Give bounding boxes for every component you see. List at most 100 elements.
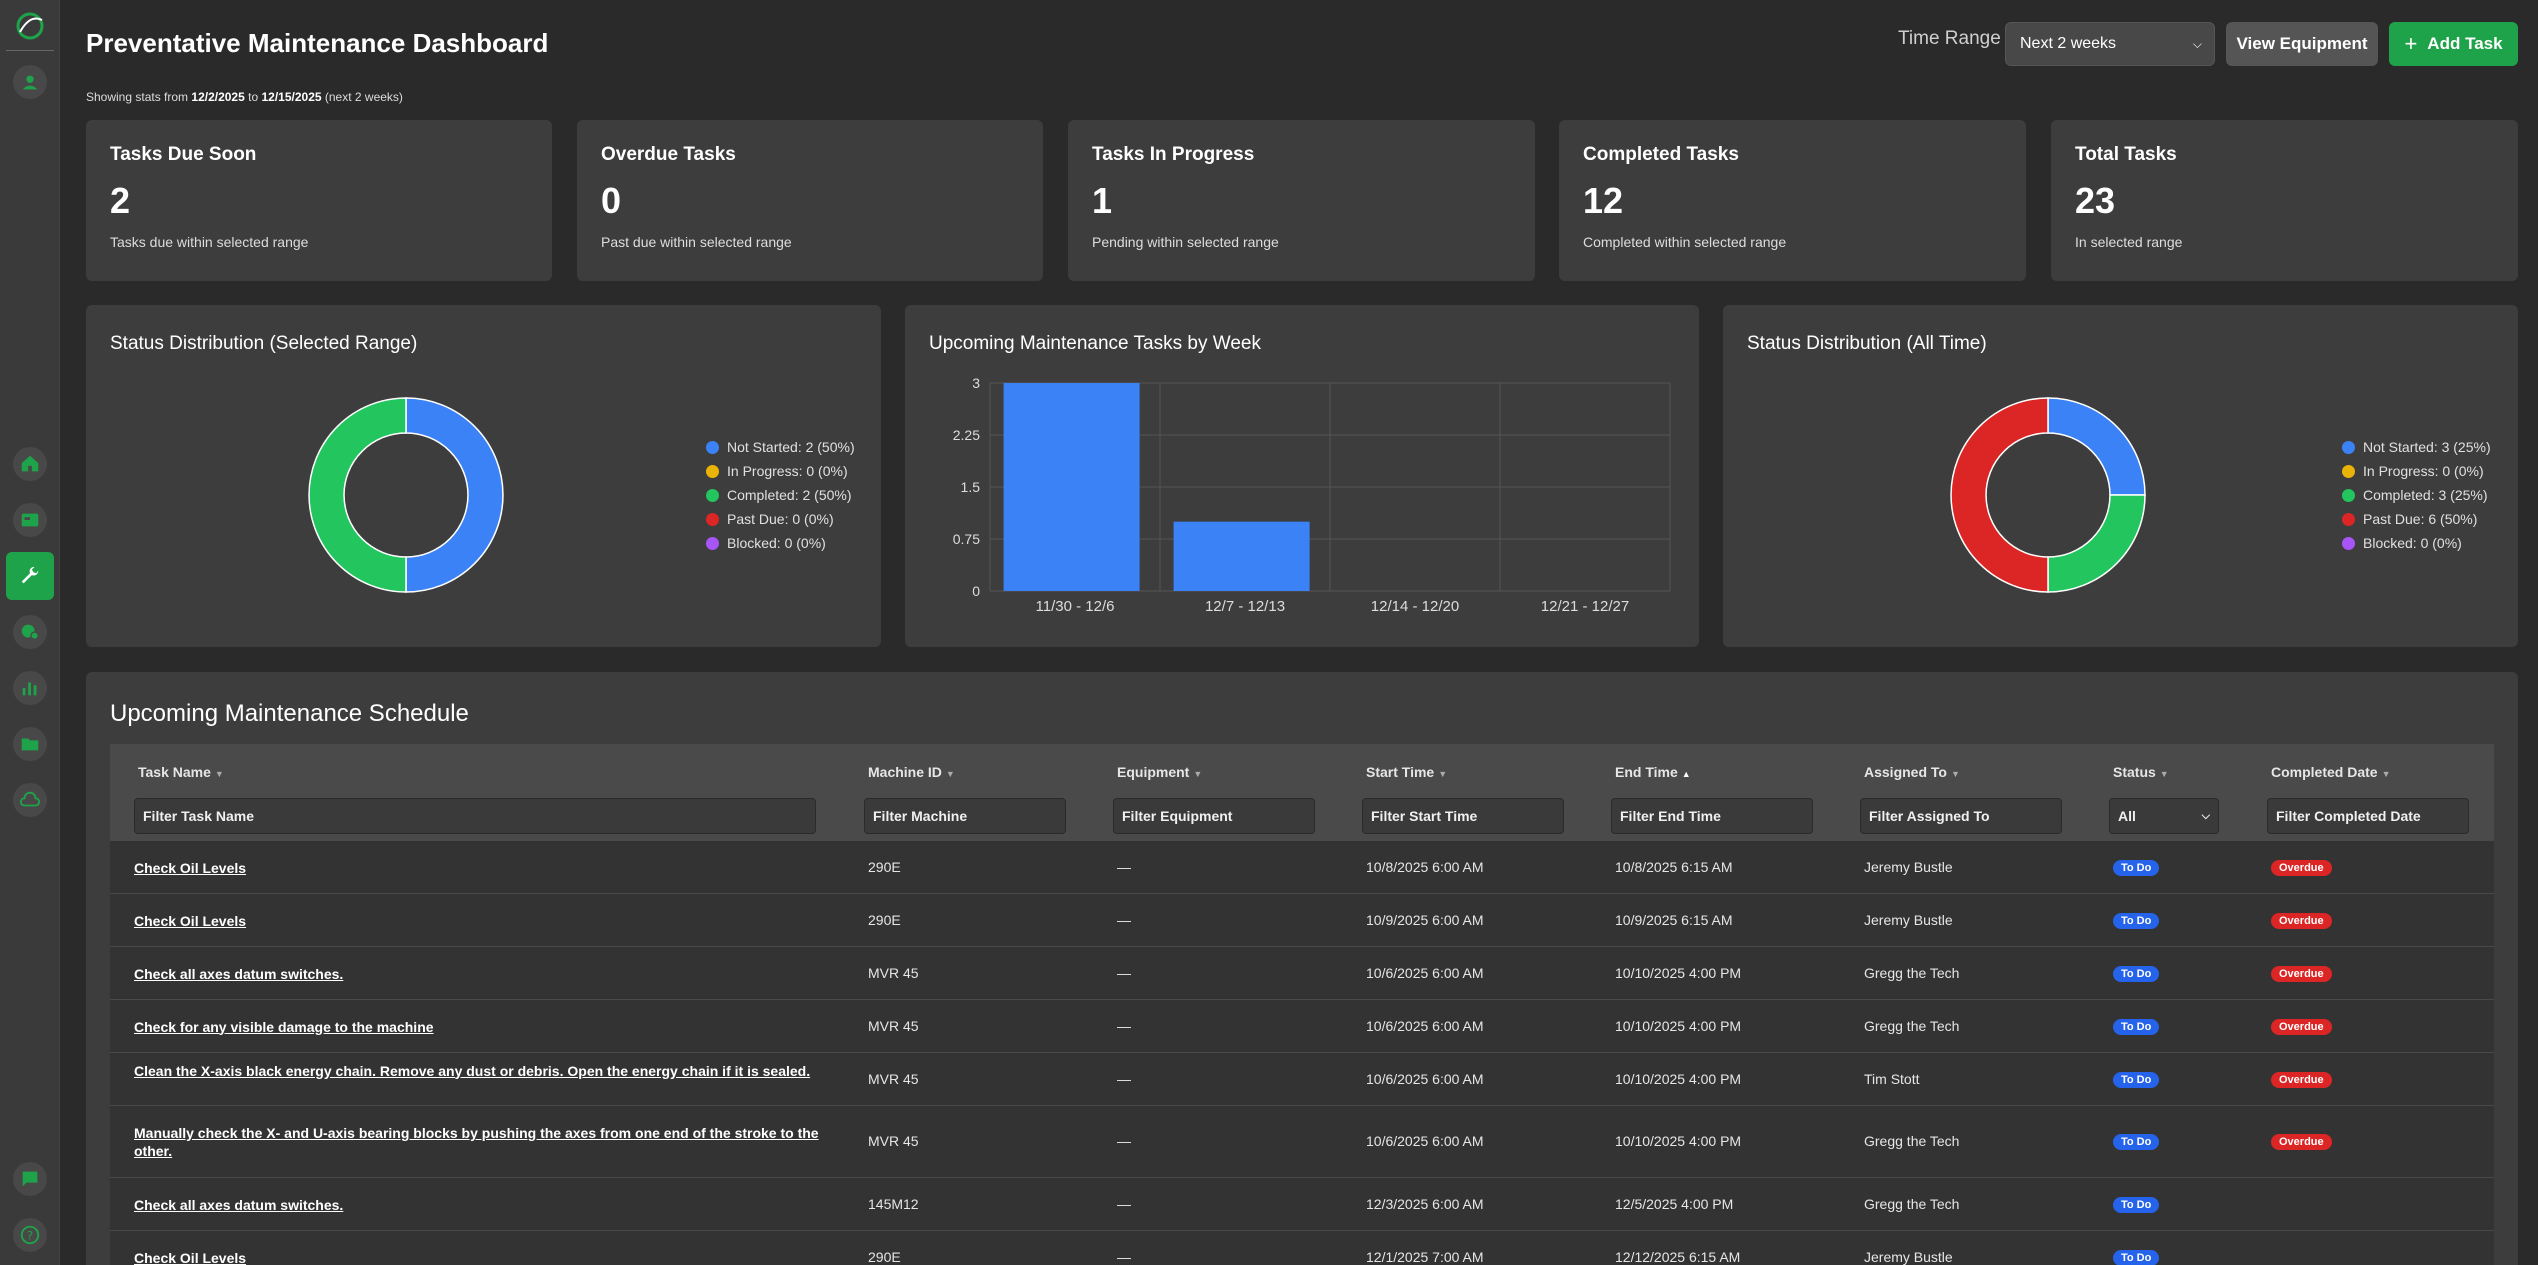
completed-date-badge: Overdue [2271, 1071, 2332, 1088]
column-header-machine-id[interactable]: Machine ID ▼ [868, 764, 955, 780]
filter-end-time-input[interactable]: Filter End Time [1611, 798, 1813, 834]
y-tick-label: 2.25 [953, 427, 980, 443]
task-name-link[interactable]: Check Oil Levels [134, 1249, 247, 1265]
table-body: Check Oil Levels 290E — 10/8/2025 6:00 AM 10… [110, 841, 2494, 1265]
donut-slice[interactable] [1950, 397, 2049, 593]
sort-icon: ▼ [1193, 769, 1203, 779]
legend-item[interactable]: Not Started: 3 (25%) [2342, 435, 2491, 459]
task-name-link[interactable]: Clean the X-axis black energy chain. Rem… [134, 1062, 811, 1079]
completed-date-badge: Overdue [2271, 1018, 2332, 1035]
task-name-link[interactable]: Manually check the X- and U-axis bearing… [134, 1125, 819, 1159]
sidebar-item-help[interactable]: ? [6, 1211, 54, 1259]
column-header-start-time[interactable]: Start Time ▼ [1366, 764, 1448, 780]
filter-status-select[interactable]: All ⌵ [2109, 798, 2219, 834]
legend-item[interactable]: Blocked: 0 (0%) [2342, 531, 2491, 555]
sidebar-item-feedback[interactable] [6, 1155, 54, 1203]
column-header-status[interactable]: Status ▼ [2113, 764, 2169, 780]
filter-task-name-input[interactable]: Filter Task Name [134, 798, 816, 834]
sidebar-item-dashboard[interactable] [6, 496, 54, 544]
column-header-assigned-to[interactable]: Assigned To ▼ [1864, 764, 1960, 780]
table-row[interactable]: Check Oil Levels 290E — 10/9/2025 6:00 AM 10… [110, 894, 2494, 947]
legend-swatch [2342, 536, 2355, 550]
view-equipment-button[interactable]: View Equipment [2226, 22, 2378, 66]
legend-item[interactable]: Past Due: 0 (0%) [706, 507, 855, 531]
donut-slice[interactable] [308, 397, 407, 593]
table-row[interactable]: Check all axes datum switches. 145M12 — 12/… [110, 1178, 2494, 1231]
sidebar-item-reports[interactable] [6, 664, 54, 712]
dashboard-icon [21, 513, 39, 527]
legend-item[interactable]: Past Due: 6 (50%) [2342, 507, 2491, 531]
table-row[interactable]: Check Oil Levels 290E — 10/8/2025 6:00 AM 10… [110, 841, 2494, 894]
table-row[interactable]: Check for any visible damage to the mach… [110, 1000, 2494, 1053]
status-badge: To Do [2113, 1196, 2160, 1213]
column-header-end-time[interactable]: End Time ▲ [1615, 764, 1691, 780]
sidebar-item-maintenance[interactable] [6, 552, 54, 600]
donut-slice[interactable] [2047, 397, 2146, 496]
sidebar-item-files[interactable] [6, 720, 54, 768]
legend-item[interactable]: Completed: 3 (25%) [2342, 483, 2491, 507]
status-distribution-range-panel: Status Distribution (Selected Range) Not… [86, 305, 881, 647]
add-task-button[interactable]: + Add Task [2389, 22, 2518, 66]
time-range-select[interactable]: Next 2 weeks ⌵ [2005, 22, 2215, 66]
legend-item[interactable]: In Progress: 0 (0%) [2342, 459, 2491, 483]
task-name-link[interactable]: Check Oil Levels [134, 859, 247, 876]
sort-icon: ▼ [2159, 769, 2169, 779]
legend-swatch [706, 488, 719, 502]
cell-machine: MVR 45 [868, 1017, 919, 1034]
bar[interactable] [1173, 521, 1310, 591]
filter-machine-input[interactable]: Filter Machine [864, 798, 1066, 834]
legend-label: Blocked: 0 (0%) [727, 535, 826, 551]
table-row[interactable]: Check all axes datum switches. MVR 45 — 10/… [110, 947, 2494, 1000]
sidebar-item-locations[interactable] [6, 608, 54, 656]
filter-assigned-to-input[interactable]: Filter Assigned To [1860, 798, 2062, 834]
legend-swatch [706, 512, 719, 526]
stat-card-total: Total Tasks 23 In selected range [2051, 120, 2518, 281]
table-row[interactable]: Check Oil Levels 290E — 12/1/2025 7:00 AM 12… [110, 1231, 2494, 1265]
maintenance-schedule: Upcoming Maintenance Schedule Task Name ▼… [86, 672, 2518, 1265]
legend-label: In Progress: 0 (0%) [2363, 463, 2484, 479]
chart-title: Status Distribution (Selected Range) [110, 333, 418, 354]
x-tick-label: 11/30 - 12/6 [1036, 598, 1115, 615]
table-row[interactable]: Manually check the X- and U-axis bearing… [110, 1106, 2494, 1178]
legend-item[interactable]: Not Started: 2 (50%) [706, 435, 855, 459]
user-icon [22, 75, 38, 90]
table-row[interactable]: Clean the X-axis black energy chain. Rem… [110, 1053, 2494, 1106]
completed-date-badge: Overdue [2271, 912, 2332, 929]
legend-label: Completed: 2 (50%) [727, 487, 852, 503]
task-name-link[interactable]: Check for any visible damage to the mach… [134, 1018, 434, 1035]
cell-assigned: Gregg the Tech [1864, 1195, 1960, 1212]
status-badge: To Do [2113, 1134, 2160, 1150]
status-badge: To Do [2113, 965, 2160, 982]
legend-item[interactable]: Completed: 2 (50%) [706, 483, 855, 507]
bar[interactable] [1003, 383, 1140, 591]
sidebar-item-cloud[interactable] [6, 776, 54, 824]
donut-slice[interactable] [2047, 494, 2146, 593]
legend-label: Not Started: 3 (25%) [2363, 439, 2491, 455]
column-header-equipment[interactable]: Equipment ▼ [1117, 764, 1203, 780]
task-name-link[interactable]: Check Oil Levels [134, 912, 247, 929]
donut-slice[interactable] [405, 397, 504, 593]
filter-completed-date-input[interactable]: Filter Completed Date [2267, 798, 2469, 834]
filter-start-time-input[interactable]: Filter Start Time [1362, 798, 1564, 834]
cloud-icon [19, 791, 41, 807]
cell-end: 10/9/2025 6:15 AM [1615, 911, 1733, 928]
chart-title: Status Distribution (All Time) [1747, 333, 1987, 354]
legend-label: Completed: 3 (25%) [2363, 487, 2488, 503]
cell-assigned: Gregg the Tech [1864, 1133, 1960, 1149]
sidebar-item-profile[interactable] [6, 58, 54, 106]
help-icon: ? [20, 1225, 40, 1245]
column-header-completed-date[interactable]: Completed Date ▼ [2271, 764, 2391, 780]
cell-end: 12/12/2025 6:15 AM [1615, 1248, 1741, 1265]
filter-equipment-input[interactable]: Filter Equipment [1113, 798, 1315, 834]
column-header-task-name[interactable]: Task Name ▼ [138, 764, 224, 780]
legend-item[interactable]: In Progress: 0 (0%) [706, 459, 855, 483]
chart-title: Upcoming Maintenance Tasks by Week [929, 333, 1261, 354]
logo-icon[interactable] [10, 6, 50, 46]
cell-assigned: Gregg the Tech [1864, 1017, 1960, 1034]
legend-item[interactable]: Blocked: 0 (0%) [706, 531, 855, 555]
sidebar-item-home[interactable] [6, 440, 54, 488]
y-tick-label: 0.75 [953, 531, 980, 547]
task-name-link[interactable]: Check all axes datum switches. [134, 965, 344, 982]
status-badge: To Do [2113, 1018, 2160, 1035]
task-name-link[interactable]: Check all axes datum switches. [134, 1196, 344, 1213]
